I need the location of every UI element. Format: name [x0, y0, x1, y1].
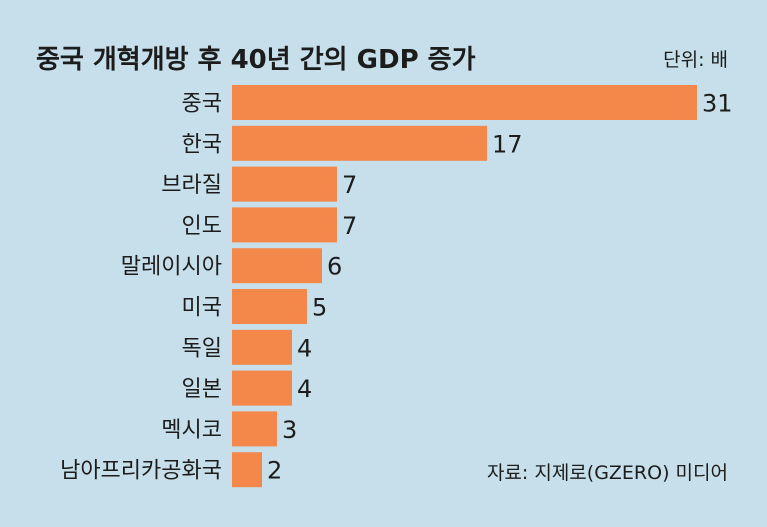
bar-series: 중국 31 한국 17 브라질 7 인도 7 말레이시아 6 미국 5 독일 4 일본 4 멕시코 3 남아프리카공… — [60, 85, 733, 488]
category-label: 브라질 — [161, 173, 222, 198]
bar — [232, 329, 292, 365]
value-label: 5 — [312, 294, 327, 322]
category-label: 말레이시아 — [121, 255, 222, 280]
value-label: 4 — [297, 375, 312, 403]
category-label: 일본 — [182, 377, 222, 402]
category-label: 중국 — [182, 92, 222, 117]
category-label: 남아프리카공화국 — [60, 459, 222, 484]
value-label: 17 — [492, 130, 523, 158]
bar — [232, 452, 262, 488]
value-label: 7 — [342, 171, 357, 199]
bar — [232, 370, 292, 406]
bar — [232, 166, 337, 202]
bar — [232, 411, 277, 447]
value-label: 31 — [702, 90, 733, 118]
category-label: 독일 — [182, 336, 222, 361]
value-label: 2 — [267, 457, 282, 485]
category-label: 인도 — [182, 214, 222, 239]
category-label: 멕시코 — [161, 418, 222, 443]
category-label: 미국 — [182, 296, 222, 321]
bar — [232, 85, 697, 120]
bar — [232, 207, 337, 243]
value-label: 3 — [282, 416, 297, 444]
category-label: 한국 — [182, 132, 222, 157]
value-label: 6 — [327, 253, 342, 281]
bar — [232, 125, 487, 161]
bar — [232, 248, 322, 284]
chart-title: 중국 개혁개방 후 40년 간의 GDP 증가 — [36, 45, 476, 75]
unit-label: 단위: 배 — [663, 49, 728, 71]
source-label: 자료: 지제로(GZERO) 미디어 — [487, 462, 728, 484]
value-label: 7 — [342, 212, 357, 240]
bar — [232, 289, 307, 324]
value-label: 4 — [297, 334, 312, 362]
